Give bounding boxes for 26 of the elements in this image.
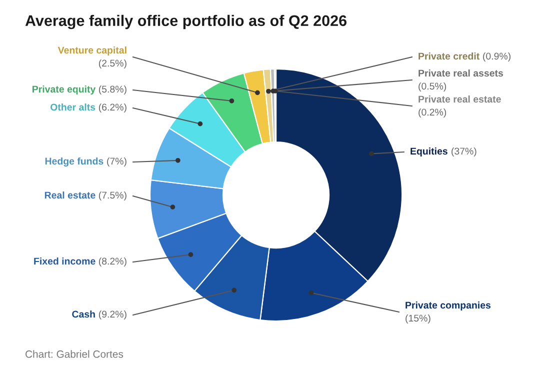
data-label: (37%) bbox=[452, 147, 476, 157]
data-label: (7.5%) bbox=[98, 191, 126, 201]
text: Chart: Gabriel Cortes bbox=[26, 350, 124, 358]
data-label: (0.9%) bbox=[483, 52, 510, 62]
slice-label: Private equity bbox=[32, 85, 96, 95]
slice-label: Private real estate bbox=[418, 95, 501, 103]
data-label: (6.2%) bbox=[98, 103, 126, 113]
slice-label: Equities bbox=[410, 147, 448, 157]
data-label: (0.5%) bbox=[418, 82, 446, 92]
slice-label: Real estate bbox=[44, 191, 96, 199]
slice-label: Hedge funds bbox=[45, 157, 104, 167]
data-label: (5.8%) bbox=[98, 85, 126, 95]
slice-label: Private companies bbox=[406, 301, 491, 311]
slice-label: Venture capital bbox=[58, 46, 126, 56]
slice-label: Private real assets bbox=[418, 69, 504, 77]
data-label: (8.2%) bbox=[98, 257, 126, 267]
slice-label: Private credit bbox=[418, 52, 480, 60]
chart-title: Average family office portfolio as of Q2 2026 bbox=[25, 14, 347, 30]
data-label: (0.2%) bbox=[418, 108, 446, 118]
data-label: (7%) bbox=[107, 157, 126, 167]
slice-label: Cash bbox=[72, 310, 95, 318]
slice-label: Other alts bbox=[50, 103, 96, 111]
data-label: (15%) bbox=[406, 314, 430, 324]
data-label: (9.2%) bbox=[98, 310, 126, 320]
data-label: (2.5%) bbox=[98, 59, 126, 69]
slice-label: Fixed income bbox=[34, 257, 96, 265]
